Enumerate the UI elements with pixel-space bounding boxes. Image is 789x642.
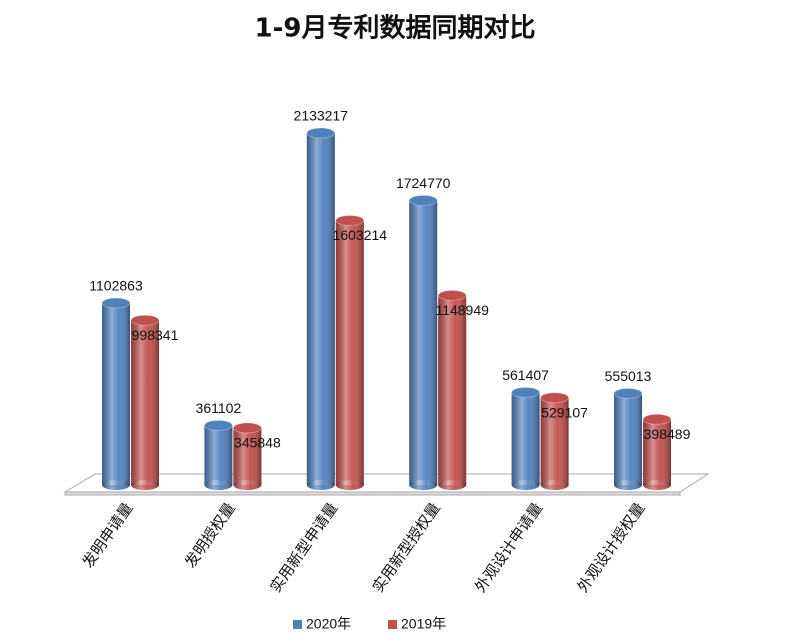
bar	[613, 387, 643, 490]
legend-swatch	[388, 620, 397, 629]
bar-bottom-shade	[643, 480, 671, 490]
bar	[306, 127, 336, 490]
bar	[408, 194, 438, 490]
bar-shade	[614, 393, 642, 485]
bar-shade	[438, 295, 467, 485]
bar-bottom-shade	[306, 480, 335, 490]
bar-shade	[643, 419, 671, 485]
x-tick-label: 实用新型授权量	[369, 499, 444, 595]
x-tick-label: 实用新型申请量	[266, 499, 341, 595]
bar	[437, 289, 467, 490]
bar	[335, 214, 365, 490]
bar-bottom-shade	[438, 480, 467, 490]
floor	[63, 473, 710, 496]
bar-top	[408, 194, 438, 206]
bar	[130, 314, 160, 490]
bar-shade	[204, 425, 233, 485]
data-label: 398489	[644, 426, 691, 442]
bar-bottom-shade	[409, 480, 438, 490]
bar	[101, 297, 131, 490]
legend-swatch	[293, 620, 302, 629]
data-label: 529107	[541, 404, 588, 420]
bar-bottom-shade	[335, 480, 364, 490]
bar	[540, 392, 570, 490]
bar-bottom-shade	[102, 480, 130, 490]
bar-top	[335, 214, 365, 226]
bar-bottom-shade	[540, 480, 569, 490]
data-label: 1102863	[89, 278, 143, 294]
bar-top	[232, 422, 262, 434]
bar-shade	[511, 392, 540, 485]
bar-shade	[102, 303, 130, 485]
bar-top	[642, 413, 672, 425]
legend-label: 2020年	[306, 616, 351, 632]
bar-shade	[540, 397, 569, 485]
x-tick-label: 发明申请量	[79, 499, 137, 571]
x-tick-label: 外观设计授权量	[574, 499, 649, 595]
bar-bottom-shade	[204, 480, 233, 490]
bar-shade	[233, 427, 262, 485]
data-label: 1148949	[435, 302, 489, 318]
bar-bottom-shade	[511, 480, 540, 490]
data-label: 1603214	[333, 227, 388, 243]
bar-top	[613, 387, 643, 399]
bar-top	[437, 289, 467, 301]
bar-top	[203, 419, 233, 431]
bar-top	[511, 386, 541, 398]
data-label: 555013	[605, 368, 652, 384]
data-label: 361102	[196, 400, 242, 416]
chart-title: 1-9月专利数据同期对比	[255, 14, 536, 44]
bar-top	[101, 297, 131, 309]
data-label: 345848	[234, 435, 281, 451]
x-tick-label: 外观设计申请量	[471, 499, 546, 595]
bar-top	[540, 392, 570, 404]
bar	[203, 419, 233, 490]
data-label: 1724770	[396, 175, 451, 191]
bar-top	[130, 314, 160, 326]
bar	[232, 422, 262, 490]
x-tick-label: 发明授权量	[181, 499, 239, 571]
data-label: 2133217	[294, 108, 349, 124]
bar-shade	[409, 200, 438, 485]
bar-bottom-shade	[614, 480, 642, 490]
bar-shade	[306, 133, 335, 485]
legend-label: 2019年	[401, 616, 446, 632]
bar-top	[306, 127, 336, 139]
data-label: 998341	[132, 327, 179, 343]
bar	[511, 386, 541, 490]
bar-shade	[131, 320, 159, 485]
bar-shade	[335, 220, 364, 485]
bar	[642, 413, 672, 490]
bar-bottom-shade	[233, 480, 262, 490]
bar-bottom-shade	[131, 480, 159, 490]
data-label: 561407	[502, 367, 549, 383]
